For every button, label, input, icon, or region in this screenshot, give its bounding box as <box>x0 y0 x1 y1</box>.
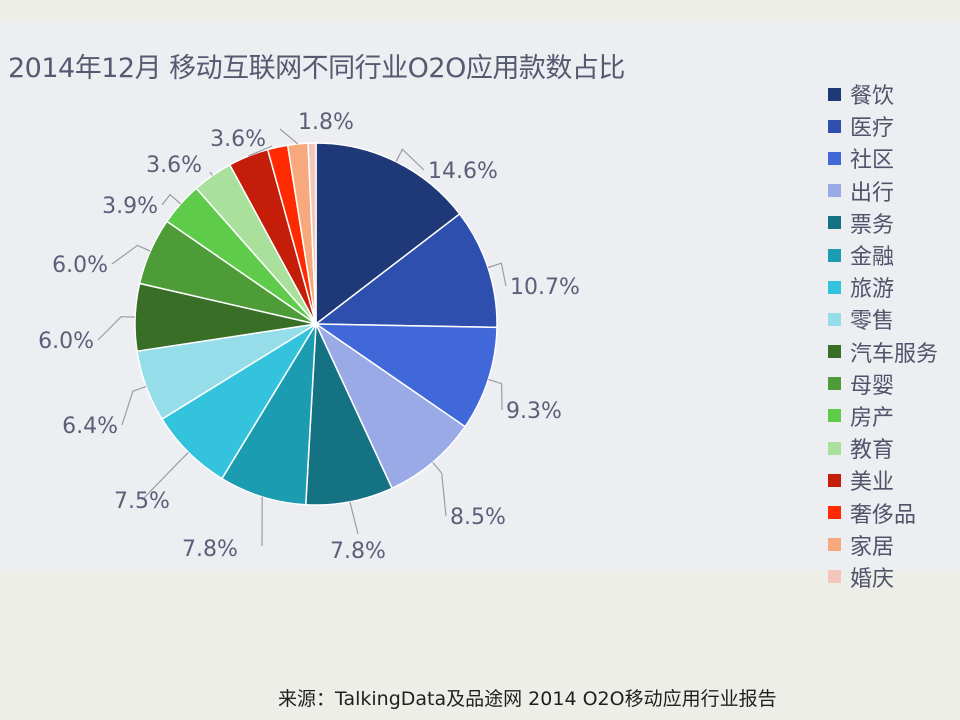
legend-item: 家居 <box>828 529 938 561</box>
legend-label: 汽车服务 <box>850 341 939 367</box>
legend-swatch <box>828 87 841 101</box>
pie-slice <box>313 212 498 329</box>
legend-item: 医疗 <box>828 110 938 142</box>
data-label: 10.7% <box>510 275 580 300</box>
legend: 餐饮医疗社区出行票务金融旅游零售汽车服务母婴房产教育美业奢侈品家居婚庆 <box>828 78 938 593</box>
legend-swatch <box>828 280 841 294</box>
legend-item: 汽车服务 <box>828 336 938 368</box>
legend-label: 金融 <box>850 245 895 271</box>
legend-item: 旅游 <box>828 271 938 303</box>
leader-line <box>248 145 273 157</box>
legend-item: 零售 <box>828 303 938 335</box>
leader-line <box>432 462 447 517</box>
legend-item: 美业 <box>828 464 938 496</box>
legend-label: 旅游 <box>850 277 895 303</box>
data-label: 14.6% <box>428 159 498 184</box>
leader-line <box>141 451 189 501</box>
legend-swatch <box>828 119 841 133</box>
legend-item: 教育 <box>828 432 938 464</box>
data-label: 3.6% <box>210 127 266 152</box>
pie-slice <box>315 142 461 326</box>
data-label: 9.3% <box>506 399 562 424</box>
leader-line <box>121 385 147 426</box>
data-label: 7.5% <box>114 489 170 514</box>
leader-lines <box>97 128 507 547</box>
legend-item: 餐饮 <box>828 78 938 110</box>
legend-label: 房产 <box>850 405 895 431</box>
leader-line <box>349 501 359 535</box>
legend-label: 母婴 <box>850 373 895 399</box>
pie-chart: 14.6% 10.7% 9.3% 8.5% 7.8% 7.8% 7.5% 6.4% 6.0% 6.… <box>38 110 580 564</box>
legend-swatch <box>828 345 841 359</box>
chart-title: 2014年12月 移动互联网不同行业O2O应用款数占比 <box>8 53 625 84</box>
pie-slice <box>314 321 467 490</box>
legend-swatch <box>828 506 841 520</box>
legend-label: 票务 <box>850 212 895 238</box>
leader-line <box>279 128 299 145</box>
legend-swatch <box>828 441 841 455</box>
legend-item: 社区 <box>828 142 938 174</box>
legend-swatch <box>828 216 841 230</box>
pie-slice <box>307 142 317 325</box>
chart-panel: 2014年12月 移动互联网不同行业O2O应用款数占比 14.6% 10.7% 9.… <box>0 22 960 592</box>
leader-line <box>395 148 425 171</box>
pie-slices <box>134 142 498 506</box>
legend-swatch <box>828 409 841 423</box>
legend-label: 美业 <box>850 470 895 496</box>
leader-line <box>487 262 507 287</box>
leader-line <box>111 244 151 265</box>
legend-label: 奢侈品 <box>850 502 917 528</box>
legend-item: 金融 <box>828 239 938 271</box>
data-label: 6.0% <box>38 329 94 354</box>
legend-label: 医疗 <box>850 116 895 142</box>
legend-swatch <box>828 377 841 391</box>
data-label: 6.4% <box>62 414 118 439</box>
leader-line <box>161 193 181 206</box>
legend-swatch <box>828 248 841 262</box>
percentage-labels: 14.6% 10.7% 9.3% 8.5% 7.8% 7.8% 7.5% 6.4% 6.0% 6.… <box>38 110 580 564</box>
legend-swatch <box>828 538 841 552</box>
legend-item: 出行 <box>828 175 938 207</box>
leader-line <box>488 378 503 411</box>
data-label: 8.5% <box>450 505 506 530</box>
legend-item: 票务 <box>828 207 938 239</box>
leader-line <box>209 171 213 176</box>
legend-label: 餐饮 <box>850 84 895 110</box>
data-label: 7.8% <box>330 539 386 564</box>
legend-label: 出行 <box>850 180 895 206</box>
legend-item: 奢侈品 <box>828 496 938 528</box>
legend-label: 社区 <box>850 148 895 174</box>
legend-label: 家居 <box>850 534 895 560</box>
legend-label: 零售 <box>850 309 895 335</box>
legend-swatch <box>828 151 841 165</box>
source-note: 来源：TalkingData及品途网 2014 O2O移动应用行业报告 <box>278 688 777 710</box>
data-label: 7.8% <box>182 537 238 562</box>
data-label: 6.0% <box>52 253 108 278</box>
legend-label: 婚庆 <box>850 566 895 592</box>
legend-item: 母婴 <box>828 368 938 400</box>
legend-swatch <box>828 570 841 584</box>
legend-label: 教育 <box>850 438 895 464</box>
legend-swatch <box>828 184 841 198</box>
legend-swatch <box>828 473 841 487</box>
data-label: 3.9% <box>102 194 158 219</box>
legend-swatch <box>828 312 841 326</box>
legend-item: 房产 <box>828 400 938 432</box>
data-label: 1.8% <box>298 110 354 135</box>
leader-line <box>97 316 136 341</box>
data-label: 3.6% <box>146 153 202 178</box>
legend-item: 婚庆 <box>828 561 938 593</box>
